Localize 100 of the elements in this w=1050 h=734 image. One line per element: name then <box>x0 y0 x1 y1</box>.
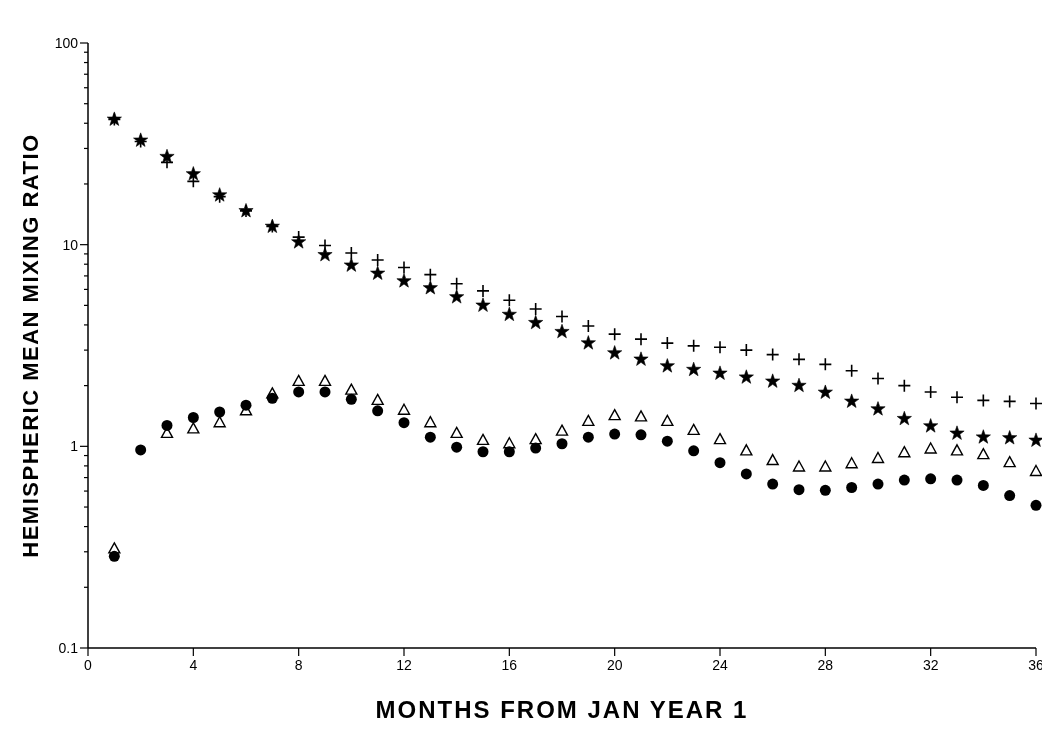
point <box>476 284 490 298</box>
point <box>844 393 860 408</box>
x-tick-label: 0 <box>84 657 93 673</box>
point <box>293 386 305 398</box>
point <box>871 451 885 464</box>
point <box>1029 464 1042 477</box>
point <box>791 377 807 392</box>
point <box>1003 455 1016 468</box>
point <box>424 415 437 428</box>
point <box>686 361 702 377</box>
point <box>292 374 305 387</box>
y-tick-label: 100 <box>54 35 79 51</box>
x-tick-label: 20 <box>606 657 623 673</box>
point <box>975 429 991 444</box>
point <box>371 393 384 406</box>
y-axis-title: HEMISPHERIC MEAN MIXING RATIO <box>18 133 43 558</box>
x-tick-label: 4 <box>189 657 198 673</box>
point <box>896 410 912 426</box>
point <box>343 257 359 272</box>
point <box>449 276 464 291</box>
point <box>422 280 438 295</box>
point <box>661 414 674 427</box>
x-tick-label: 32 <box>922 657 939 673</box>
point <box>214 406 226 418</box>
y-tick-label: 10 <box>62 236 79 253</box>
point <box>659 358 675 373</box>
point <box>740 444 753 456</box>
point <box>950 444 964 456</box>
point <box>817 384 833 399</box>
point <box>898 445 911 458</box>
point <box>451 441 463 453</box>
point <box>528 302 543 316</box>
point <box>845 457 858 469</box>
point <box>608 408 621 421</box>
point <box>818 357 833 372</box>
point <box>767 478 779 490</box>
x-tick-label: 8 <box>294 657 303 673</box>
point <box>609 428 621 440</box>
point <box>581 319 596 333</box>
point <box>635 429 647 441</box>
x-tick-label: 12 <box>396 657 412 673</box>
point <box>108 542 121 554</box>
point <box>686 339 701 353</box>
point <box>450 426 463 439</box>
point <box>580 335 596 350</box>
point <box>688 445 700 457</box>
point <box>740 468 752 480</box>
point <box>634 332 648 346</box>
point <box>977 447 990 460</box>
point <box>819 460 832 472</box>
point <box>555 309 569 324</box>
point <box>713 432 727 445</box>
point <box>897 378 912 393</box>
point <box>530 442 542 454</box>
point <box>449 289 465 304</box>
point <box>1002 394 1017 409</box>
point <box>397 403 411 415</box>
point <box>898 474 910 486</box>
point <box>792 460 806 472</box>
point <box>844 363 859 378</box>
point <box>529 432 542 445</box>
point <box>607 345 623 360</box>
point <box>766 453 779 466</box>
point <box>923 385 938 399</box>
point <box>738 369 754 384</box>
point <box>977 479 989 491</box>
point <box>318 374 332 387</box>
point <box>502 293 517 308</box>
point <box>423 267 438 282</box>
point <box>714 457 726 469</box>
point <box>1030 499 1042 511</box>
point <box>846 482 858 493</box>
point <box>398 417 410 429</box>
point <box>951 474 963 486</box>
point <box>345 393 357 405</box>
y-tick-label: 0.1 <box>58 640 79 656</box>
point <box>503 446 515 458</box>
point <box>792 352 806 367</box>
point <box>924 442 937 454</box>
point <box>687 423 700 436</box>
point <box>949 425 965 440</box>
point <box>633 351 649 366</box>
point <box>870 401 886 416</box>
point <box>661 435 673 447</box>
point <box>372 405 384 417</box>
point <box>1004 490 1016 502</box>
point <box>503 437 516 449</box>
point <box>187 411 199 423</box>
point <box>607 327 622 341</box>
point <box>871 371 885 386</box>
point <box>424 431 436 443</box>
point <box>739 343 754 357</box>
point <box>1029 396 1042 411</box>
point <box>185 166 201 181</box>
point <box>1028 432 1042 447</box>
point <box>819 484 831 496</box>
point <box>477 446 489 458</box>
point <box>397 260 411 275</box>
point <box>319 386 331 398</box>
point <box>872 478 884 490</box>
